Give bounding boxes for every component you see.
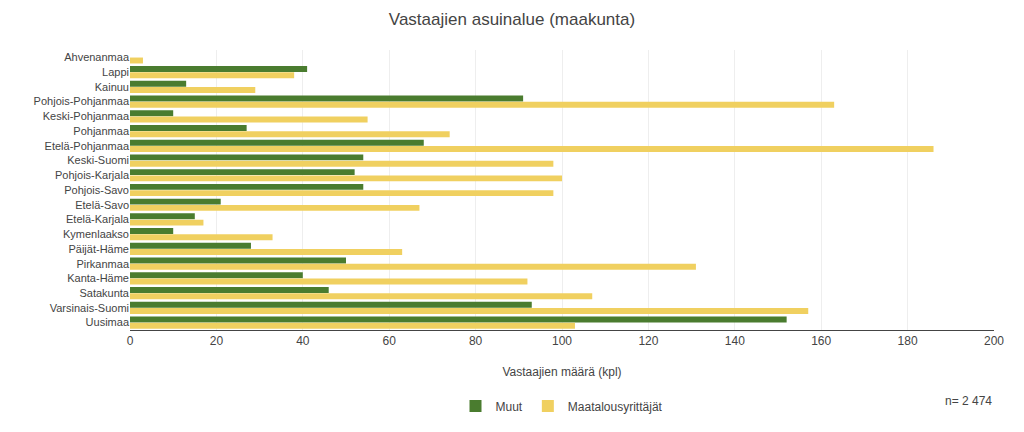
svg-text:60: 60: [383, 334, 397, 348]
svg-text:Pirkanmaa: Pirkanmaa: [76, 258, 129, 270]
svg-text:140: 140: [725, 334, 745, 348]
svg-text:n= 2 474: n= 2 474: [945, 394, 992, 408]
svg-text:Etelä-Savo: Etelä-Savo: [75, 199, 129, 211]
svg-text:Kainuu: Kainuu: [95, 81, 129, 93]
svg-text:80: 80: [469, 334, 483, 348]
svg-text:20: 20: [210, 334, 224, 348]
svg-text:Pohjois-Savo: Pohjois-Savo: [64, 184, 129, 196]
svg-text:200: 200: [984, 334, 1004, 348]
svg-text:Maatalousyrittäjät: Maatalousyrittäjät: [568, 400, 663, 414]
svg-text:40: 40: [296, 334, 310, 348]
svg-text:Etelä-Karjala: Etelä-Karjala: [66, 213, 130, 225]
svg-text:Vastaajien asuinalue (maakunta: Vastaajien asuinalue (maakunta): [389, 10, 635, 29]
svg-text:160: 160: [811, 334, 831, 348]
svg-text:Uusimaa: Uusimaa: [86, 316, 130, 328]
svg-text:180: 180: [898, 334, 918, 348]
svg-text:0: 0: [127, 334, 134, 348]
svg-text:Pohjois-Karjala: Pohjois-Karjala: [55, 169, 130, 181]
svg-text:Pohjois-Pohjanmaa: Pohjois-Pohjanmaa: [34, 95, 130, 107]
svg-text:Satakunta: Satakunta: [79, 287, 129, 299]
svg-text:Pohjanmaa: Pohjanmaa: [73, 125, 130, 137]
svg-text:100: 100: [552, 334, 572, 348]
svg-text:Etelä-Pohjanmaa: Etelä-Pohjanmaa: [45, 140, 130, 152]
svg-text:Vastaajien määrä (kpl): Vastaajien määrä (kpl): [502, 365, 621, 379]
svg-text:Keski-Suomi: Keski-Suomi: [67, 154, 129, 166]
svg-text:Keski-Pohjanmaa: Keski-Pohjanmaa: [43, 110, 130, 122]
svg-text:Muut: Muut: [496, 400, 523, 414]
svg-text:Varsinais-Suomi: Varsinais-Suomi: [50, 302, 129, 314]
svg-text:Kanta-Häme: Kanta-Häme: [67, 272, 129, 284]
svg-text:120: 120: [638, 334, 658, 348]
svg-text:Ahvenanmaa: Ahvenanmaa: [64, 51, 130, 63]
svg-text:Lappi: Lappi: [102, 66, 129, 78]
svg-text:Kymenlaakso: Kymenlaakso: [63, 228, 129, 240]
svg-text:Päijät-Häme: Päijät-Häme: [68, 243, 129, 255]
